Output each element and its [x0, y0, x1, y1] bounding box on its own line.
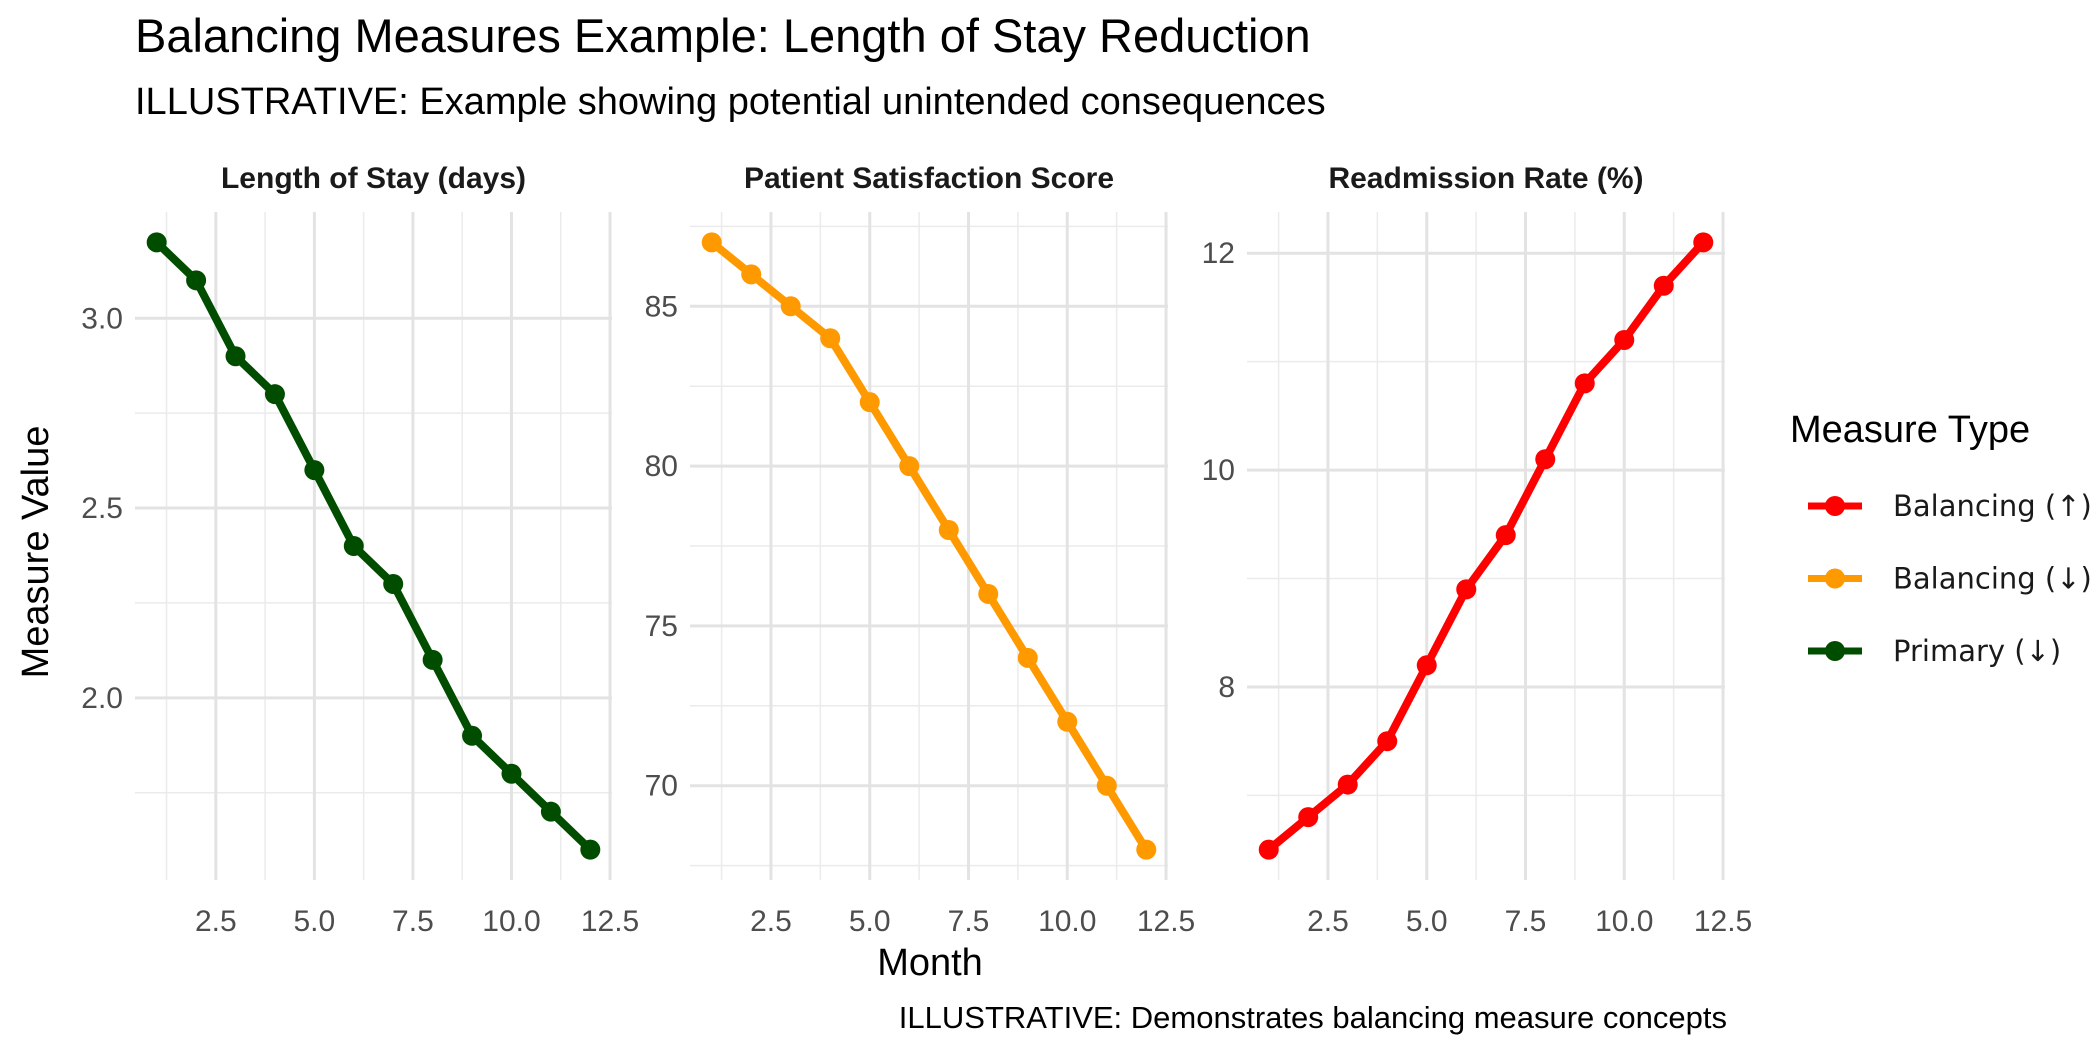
facet-panel-1: Length of Stay (days) 2.5 5.0 7.5 10.0 12.5 2.… — [81, 162, 639, 938]
data-point — [1298, 807, 1319, 828]
data-point — [820, 328, 841, 349]
facet-panel-2: Patient Satisfaction Score 2.5 5.0 7.5 10.0 1… — [645, 162, 1196, 938]
data-point — [383, 573, 404, 594]
data-point — [462, 725, 483, 746]
data-point — [540, 801, 561, 822]
data-point — [304, 460, 325, 481]
data-point — [1337, 774, 1358, 795]
chart-title: Balancing Measures Example: Length of St… — [135, 9, 1311, 62]
data-point — [1614, 329, 1635, 350]
data-point — [1057, 711, 1078, 732]
legend-key-point — [1825, 496, 1845, 516]
data-point — [899, 456, 920, 477]
legend-label: Primary (↓) — [1893, 634, 2061, 668]
y-tick-label: 8 — [1218, 671, 1235, 704]
facet-strip-label: Readmission Rate (%) — [1328, 162, 1643, 195]
legend-key-point — [1825, 641, 1845, 661]
y-tick-label: 10 — [1202, 454, 1235, 487]
data-point — [146, 232, 167, 253]
facet-strip-label: Patient Satisfaction Score — [744, 162, 1114, 195]
legend-key — [1808, 641, 1862, 661]
chart-caption: ILLUSTRATIVE: Demonstrates balancing mea… — [899, 1000, 1727, 1035]
x-tick-label: 7.5 — [948, 905, 990, 938]
data-point — [1495, 525, 1516, 546]
legend-key — [1808, 496, 1862, 516]
x-tick-label: 2.5 — [195, 905, 237, 938]
y-tick-label: 70 — [645, 770, 678, 803]
data-point — [1456, 579, 1477, 600]
y-axis-title: Measure Value — [15, 426, 57, 679]
data-point — [859, 392, 880, 413]
facet-strip-label: Length of Stay (days) — [221, 162, 526, 195]
x-tick-label: 5.0 — [1406, 905, 1448, 938]
y-tick-label: 85 — [645, 290, 678, 323]
y-tick-label: 2.0 — [81, 682, 123, 715]
x-tick-label: 5.0 — [849, 905, 891, 938]
x-tick-label: 2.5 — [1307, 905, 1349, 938]
x-axis-title: Month — [877, 942, 983, 984]
data-point — [1693, 232, 1714, 253]
x-tick-label: 7.5 — [392, 905, 434, 938]
data-point — [1653, 275, 1674, 296]
data-point — [264, 384, 285, 405]
data-point — [186, 270, 207, 291]
data-point — [938, 520, 959, 541]
data-point — [978, 583, 999, 604]
y-tick-label: 75 — [645, 610, 678, 643]
data-point — [1377, 731, 1398, 752]
data-point — [1535, 449, 1556, 470]
legend: Measure Type Balancing (↑) Balancing (↓) P… — [1790, 409, 2092, 668]
x-tick-label: 5.0 — [294, 905, 336, 938]
data-point — [741, 264, 762, 285]
x-tick-label: 10.0 — [1595, 905, 1653, 938]
x-tick-label: 2.5 — [750, 905, 792, 938]
data-point — [1574, 373, 1595, 394]
series-line — [152, 238, 595, 854]
legend-key-point — [1825, 568, 1845, 589]
data-point — [701, 232, 722, 253]
x-tick-label: 10.0 — [1038, 905, 1096, 938]
data-point — [1258, 839, 1279, 860]
facet-panels: Length of Stay (days) 2.5 5.0 7.5 10.0 12.5 2.… — [81, 162, 1752, 938]
legend-key — [1808, 568, 1862, 589]
data-point — [501, 763, 522, 784]
x-tick-label: 7.5 — [1505, 905, 1547, 938]
legend-label: Balancing (↑) — [1893, 489, 2092, 523]
y-tick-label: 80 — [645, 450, 678, 483]
data-point — [780, 296, 801, 317]
x-tick-label: 12.5 — [1694, 905, 1752, 938]
data-point — [1017, 647, 1038, 668]
data-point — [580, 839, 601, 860]
x-tick-label: 12.5 — [1137, 905, 1195, 938]
x-tick-label: 12.5 — [581, 905, 639, 938]
x-tick-label: 10.0 — [482, 905, 540, 938]
facet-panel-3: Readmission Rate (%) 2.5 5.0 7.5 10.0 12.5 8 10… — [1202, 162, 1753, 938]
data-point — [422, 649, 443, 670]
y-tick-label: 12 — [1202, 237, 1235, 270]
data-point — [343, 536, 364, 556]
data-point — [1096, 775, 1117, 796]
legend-label: Balancing (↓) — [1893, 562, 2092, 596]
data-point — [1416, 655, 1437, 676]
data-point — [225, 346, 246, 367]
y-tick-label: 2.5 — [81, 492, 123, 525]
series-line — [1264, 238, 1708, 854]
legend-title: Measure Type — [1790, 409, 2030, 451]
chart-subtitle: ILLUSTRATIVE: Example showing potential … — [135, 81, 1326, 123]
y-tick-label: 3.0 — [81, 302, 123, 335]
data-point — [1136, 839, 1157, 860]
